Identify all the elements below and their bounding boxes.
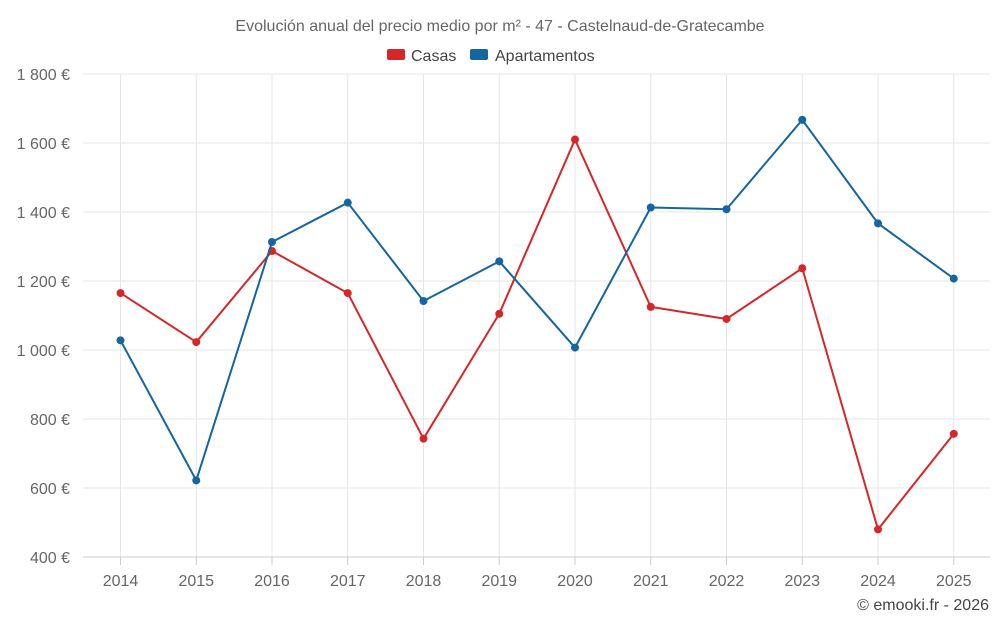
data-point-apartamentos[interactable] xyxy=(419,297,428,306)
x-tick-label: 2017 xyxy=(330,573,366,590)
data-point-casas[interactable] xyxy=(419,434,428,443)
data-point-casas[interactable] xyxy=(949,429,958,438)
data-point-apartamentos[interactable] xyxy=(646,203,655,212)
x-tick-label: 2023 xyxy=(784,573,820,590)
data-point-casas[interactable] xyxy=(495,309,504,318)
x-tick-label: 2022 xyxy=(709,573,745,590)
chart-title: Evolución anual del precio medio por m² … xyxy=(235,18,764,35)
y-axis-ticks: 400 € 600 € 800 € 1 000 € 1 200 € 1 400 € 1 60… xyxy=(17,67,70,567)
legend-swatch-apartamentos xyxy=(470,49,488,60)
data-point-apartamentos[interactable] xyxy=(571,343,579,352)
x-tick-label: 2018 xyxy=(406,573,442,590)
data-point-casas[interactable] xyxy=(874,525,882,534)
legend-label-apartamentos: Apartamentos xyxy=(495,48,595,65)
x-tick-label: 2016 xyxy=(254,573,290,590)
legend: Casas Apartamentos xyxy=(387,48,595,65)
data-point-casas[interactable] xyxy=(798,264,807,273)
data-point-casas[interactable] xyxy=(646,302,655,311)
data-point-casas[interactable] xyxy=(571,135,579,144)
x-axis-ticks: 2014 2015 2016 2017 2018 2019 2020 2021 2022 2023… xyxy=(103,557,972,590)
series-line-casas xyxy=(119,138,955,531)
x-tick-label: 2021 xyxy=(633,573,669,590)
x-tick-label: 2020 xyxy=(557,573,593,590)
data-point-apartamentos[interactable] xyxy=(874,219,882,228)
data-point-apartamentos[interactable] xyxy=(949,274,958,283)
y-tick-label: 800 € xyxy=(30,412,70,429)
y-tick-label: 600 € xyxy=(30,481,70,498)
x-tick-label: 2019 xyxy=(481,573,517,590)
legend-label-casas: Casas xyxy=(411,48,456,65)
data-point-apartamentos[interactable] xyxy=(495,257,504,266)
series-casas xyxy=(116,135,958,534)
y-tick-label: 1 400 € xyxy=(17,205,70,222)
data-point-apartamentos[interactable] xyxy=(343,198,352,207)
data-point-casas[interactable] xyxy=(192,338,201,347)
data-point-apartamentos[interactable] xyxy=(116,336,125,345)
series-group xyxy=(116,115,958,534)
legend-item-apartamentos[interactable]: Apartamentos xyxy=(470,48,595,65)
series-line-apartamentos xyxy=(119,118,955,482)
y-tick-label: 1 200 € xyxy=(17,274,70,291)
legend-item-casas[interactable]: Casas xyxy=(387,48,456,65)
y-tick-label: 400 € xyxy=(30,550,70,567)
x-tick-label: 2014 xyxy=(103,573,139,590)
y-tick-label: 1 000 € xyxy=(17,343,70,360)
data-point-casas[interactable] xyxy=(116,289,125,298)
data-point-casas[interactable] xyxy=(343,289,352,298)
x-tick-label: 2015 xyxy=(178,573,214,590)
data-point-apartamentos[interactable] xyxy=(268,238,276,247)
data-point-apartamentos[interactable] xyxy=(192,476,201,485)
legend-swatch-casas xyxy=(387,49,405,60)
data-point-apartamentos[interactable] xyxy=(798,115,807,124)
x-tick-label: 2024 xyxy=(860,573,896,590)
y-tick-label: 1 800 € xyxy=(17,67,70,84)
data-point-apartamentos[interactable] xyxy=(722,205,731,214)
x-tick-label: 2025 xyxy=(936,573,972,590)
data-point-casas[interactable] xyxy=(722,314,731,323)
credit-text: © emooki.fr - 2026 xyxy=(857,597,989,614)
series-apartamentos xyxy=(116,115,958,485)
y-tick-label: 1 600 € xyxy=(17,136,70,153)
